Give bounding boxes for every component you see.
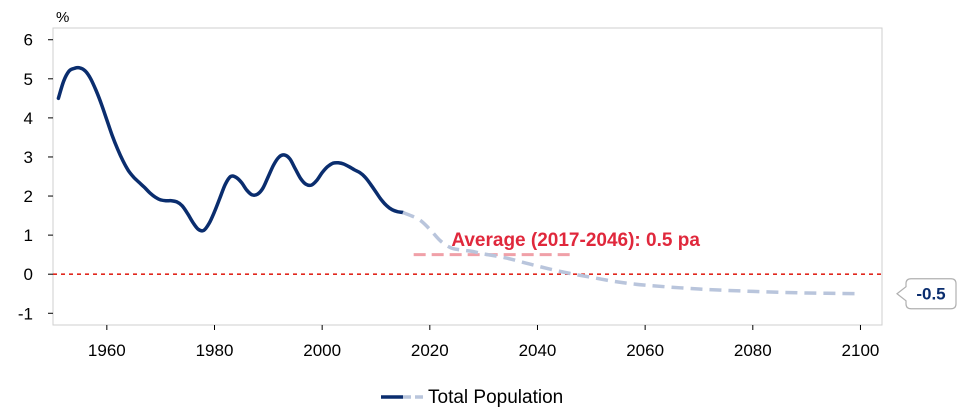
y-tick-label: -1 (18, 304, 33, 323)
x-tick-label: 2100 (842, 341, 880, 360)
x-tick-label: 2080 (734, 341, 772, 360)
projection-series-line (402, 210, 861, 296)
legend: Total Population (381, 387, 563, 408)
callout-value: -0.5 (916, 285, 945, 304)
x-tick-label: 1980 (196, 341, 234, 360)
x-axis-ticks: 1960 1980 2000 2020 2040 2060 2080 2100 (88, 325, 879, 360)
average-annotation: Average (2017-2046): 0.5 pa (451, 230, 700, 251)
x-tick-label: 2020 (411, 341, 449, 360)
x-tick-label: 2040 (519, 341, 557, 360)
y-tick-label: 3 (24, 148, 33, 167)
y-axis-ticks: 6 5 4 3 2 1 0 -1 (18, 31, 53, 323)
end-value-callout: -0.5 (896, 278, 957, 310)
y-tick-label: 4 (24, 109, 33, 128)
y-axis-unit-label: % (56, 9, 69, 26)
callout-box (896, 278, 957, 310)
x-tick-label: 1960 (88, 341, 126, 360)
y-tick-label: 2 (24, 187, 33, 206)
historical-series-line (56, 65, 405, 233)
plot-area (52, 27, 883, 326)
y-tick-label: 0 (24, 265, 33, 284)
series-layer (56, 65, 861, 296)
legend-label: Total Population (428, 387, 563, 408)
x-tick-label: 2060 (626, 341, 664, 360)
y-tick-label: 1 (24, 226, 33, 245)
x-tick-label: 2000 (303, 341, 341, 360)
y-tick-label: 5 (24, 70, 33, 89)
y-tick-label: 6 (24, 31, 33, 50)
